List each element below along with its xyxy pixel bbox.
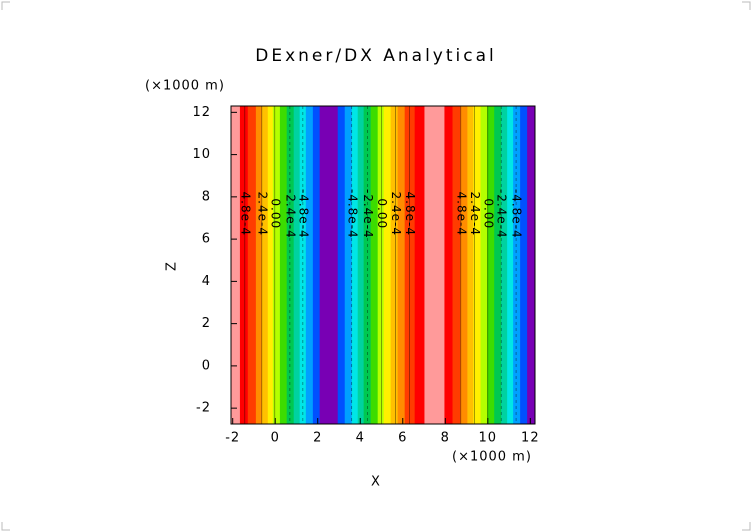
contour-label: 2.4e-4 [389,192,403,236]
contour-band [460,106,468,424]
contour-band [507,106,514,424]
contour-band [319,106,339,424]
contour-band [501,106,508,424]
contour-band [414,106,425,424]
contour-band [261,106,269,424]
contour-band [424,106,445,424]
contour-band [247,106,257,424]
contour-band [255,106,263,424]
y-unit: (×1000 m) [145,79,225,94]
chart-title: DExner/DX Analytical [255,46,496,66]
x-tick-label: 4 [356,431,365,446]
y-axis-label: Z [165,261,180,271]
y-tick-label: 4 [202,274,211,289]
y-tick-label: 12 [192,105,211,120]
contour-band [279,106,288,424]
contour-label: 0.00 [481,198,495,229]
contour-band [272,106,281,424]
contour-label: -4.8e-4 [296,189,310,239]
contour-band [267,106,274,424]
contour-band [286,106,295,424]
x-axis-label: X [371,475,381,490]
contour-band [467,106,474,424]
contour-band [480,106,488,424]
contour-band [452,106,461,424]
contour-band [444,106,454,424]
contour-band [351,106,359,424]
y-tick-label: -2 [196,401,211,416]
contour-label: 2.4e-4 [255,192,269,236]
contour-band [513,106,521,424]
contour-label: -2.4e-4 [361,189,375,239]
plot-frame [230,105,536,425]
contour-band [305,106,314,424]
contour-band [383,106,392,424]
x-unit: (×1000 m) [452,450,532,465]
contour-band [520,106,528,424]
x-tick-label: 10 [479,431,498,446]
contour-band [312,106,321,424]
contour-label: 4.8e-4 [454,192,468,236]
contour-band [494,106,502,424]
y-tick-label: 2 [202,316,211,331]
contour-band [487,106,495,424]
contour-band [293,106,301,424]
contour-band [404,106,416,424]
contour-band [397,106,406,424]
contour-label: -2.4e-4 [283,189,297,239]
contour-label: -4.8e-4 [345,189,359,239]
contour-label: -2.4e-4 [495,189,509,239]
contour-label: 4.8e-4 [238,192,252,236]
x-tick-label: 12 [521,431,540,446]
contour-label: -4.8e-4 [510,189,524,239]
x-tick-label: 2 [313,431,322,446]
contour-band [527,106,536,424]
contour-band [337,106,346,424]
x-tick-label: 0 [271,431,280,446]
y-tick-label: 8 [202,189,211,204]
y-tick-label: 0 [202,358,211,373]
contour-band [239,106,249,424]
contour-band [473,106,482,424]
y-tick-label: 10 [192,147,211,162]
contour-label: 0.00 [268,198,282,229]
contour-label: 4.8e-4 [403,192,417,236]
x-tick-label: 6 [398,431,407,446]
contour-band [370,106,379,424]
contour-band [357,106,365,424]
x-tick-label: -2 [225,431,240,446]
contour-label: 2.4e-4 [468,192,482,236]
contour-band [344,106,353,424]
contour-label: 0.00 [375,198,389,229]
y-tick-label: 6 [202,232,211,247]
contour-band [390,106,399,424]
x-tick-label: 8 [441,431,450,446]
contour-band [231,106,241,424]
contour-band [377,106,385,424]
